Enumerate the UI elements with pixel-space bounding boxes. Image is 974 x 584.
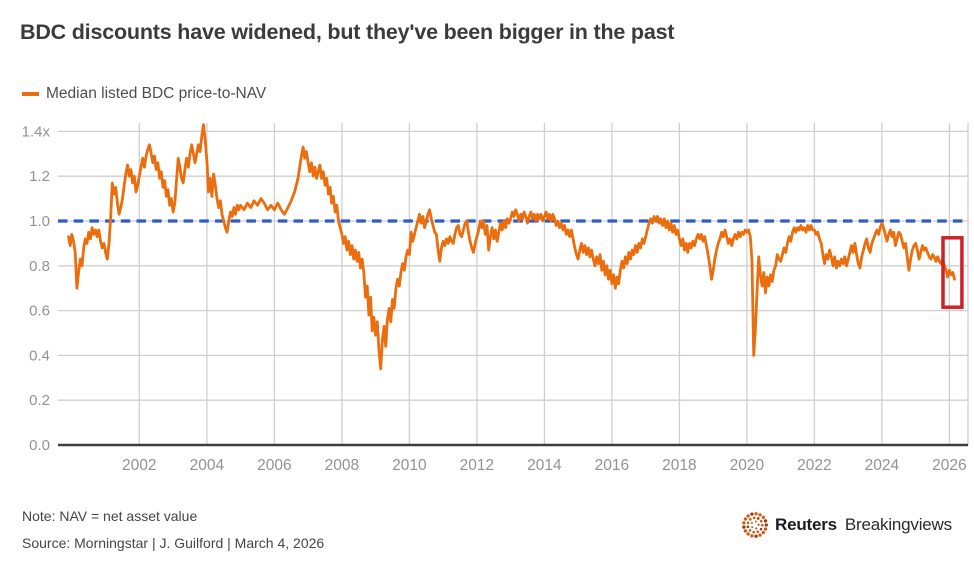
y-axis-tick-label: 0.6 [29, 303, 50, 320]
logo-dot [746, 521, 750, 525]
chart-title: BDC discounts have widened, but they've … [20, 20, 675, 44]
x-axis-tick-label: 2006 [257, 457, 291, 474]
logo-dot [755, 527, 758, 530]
brand-logo: Reuters Breakingviews [741, 511, 952, 539]
y-axis-tick-label: 0.4 [29, 347, 50, 364]
x-axis-tick-label: 2020 [730, 457, 765, 474]
logo-dot [743, 517, 748, 521]
x-axis-tick-label: 2008 [325, 457, 359, 474]
logo-dot [746, 514, 750, 518]
logo-dot [758, 533, 762, 537]
brand-breakingviews: Breakingviews [844, 515, 952, 534]
logo-dot [746, 532, 750, 536]
logo-dot [750, 512, 754, 516]
logo-dot [761, 515, 765, 520]
logo-dot [754, 512, 758, 516]
x-axis-tick-label: 2016 [595, 457, 629, 474]
x-axis-tick-label: 2014 [527, 457, 562, 474]
logo-dot [752, 516, 756, 520]
x-axis-tick-label: 2018 [662, 457, 696, 474]
logo-dot [756, 517, 760, 520]
logo-dot [749, 518, 752, 521]
reuters-dotted-circle-icon [742, 512, 768, 538]
logo-dot [750, 534, 754, 538]
logo-dot [746, 525, 750, 529]
logo-dot [763, 527, 768, 531]
logo-dot [759, 527, 763, 531]
x-axis-tick-label: 2022 [797, 457, 831, 474]
legend-line-swatch-icon [22, 92, 39, 96]
recent-discount-highlight-box [941, 236, 964, 309]
x-axis-tick-label: 2010 [392, 457, 427, 474]
logo-dot [757, 523, 760, 526]
x-axis-tick-label: 2012 [460, 457, 494, 474]
legend-label: Median listed BDC price-to-NAV [46, 85, 267, 102]
logo-dot [758, 513, 762, 517]
x-axis-tick-label: 2004 [190, 457, 225, 474]
brand-reuters: Reuters [775, 515, 837, 534]
y-axis-tick-label: 0.2 [29, 392, 50, 409]
logo-dot [754, 520, 757, 523]
logo-dot [761, 523, 764, 527]
legend: Median listed BDC price-to-NAV [22, 85, 266, 103]
logo-dot [754, 534, 758, 538]
logo-dot [756, 530, 760, 534]
logo-dot [759, 519, 763, 523]
logo-dot [742, 521, 746, 525]
logo-dot [761, 530, 765, 535]
logo-dot [750, 522, 753, 525]
logo-dot [748, 529, 752, 532]
logo-dot [743, 529, 748, 533]
chart-note: Note: NAV = net asset value [22, 508, 198, 524]
logo-dot [763, 519, 768, 523]
price-to-nav-series-line [67, 123, 956, 371]
y-axis-tick-label: 1.4x [22, 123, 51, 140]
logo-dot [752, 530, 756, 534]
y-axis-tick-label: 1.0 [29, 213, 50, 230]
logo-dot [742, 525, 746, 529]
x-axis-tick-label: 2002 [122, 457, 156, 474]
logo-dot [751, 526, 754, 529]
y-axis-tick-label: 1.2 [29, 168, 50, 185]
y-axis-tick-label: 0.0 [29, 437, 50, 454]
x-axis-tick-label: 2026 [932, 457, 966, 474]
y-axis-tick-label: 0.8 [29, 258, 50, 275]
price-to-nav-line-chart: 0.0 0.2 0.4 0.6 0.8 1.0 1.2 1.4x 2002 2004 2006 200… [22, 123, 969, 474]
chart-source: Source: Morningstar | J. Guilford | Marc… [22, 535, 325, 551]
x-axis-tick-label: 2024 [865, 457, 900, 474]
logo-dot [764, 523, 768, 527]
